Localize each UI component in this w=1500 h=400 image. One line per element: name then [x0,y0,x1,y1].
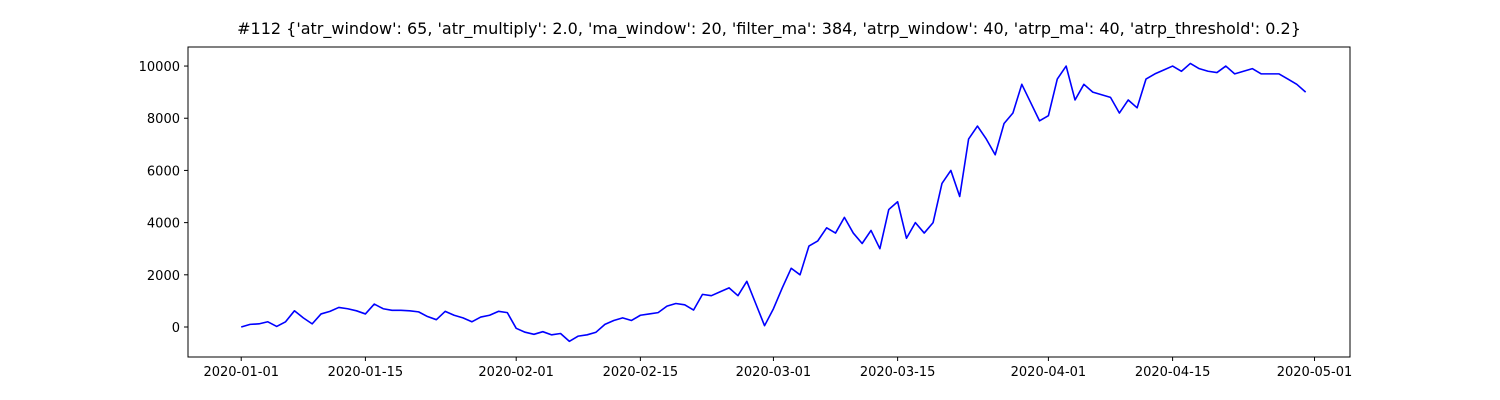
chart-title: #112 {'atr_window': 65, 'atr_multiply': … [237,19,1301,39]
y-tick-label: 2000 [147,269,180,284]
x-tick-label: 2020-03-15 [860,365,936,380]
line [240,62,1307,343]
y-tick-label: 8000 [147,112,180,127]
x-tick-label: 2020-03-01 [736,365,812,380]
x-tick-label: 2020-02-01 [478,365,554,380]
x-tick-label: 2020-02-15 [603,365,679,380]
y-tick-label: 4000 [147,217,180,232]
axes-frame [187,46,1351,358]
y-tick-label: 10000 [139,60,180,75]
x-tick-label: 2020-04-01 [1011,365,1087,380]
y-tick-label: 6000 [147,164,180,179]
x-tick-label: 2020-01-15 [328,365,404,380]
x-tick-label: 2020-01-01 [203,365,279,380]
y-tick-label: 0 [172,321,180,336]
x-tick-label: 2020-05-01 [1277,365,1353,380]
x-tick-label: 2020-04-15 [1135,365,1211,380]
